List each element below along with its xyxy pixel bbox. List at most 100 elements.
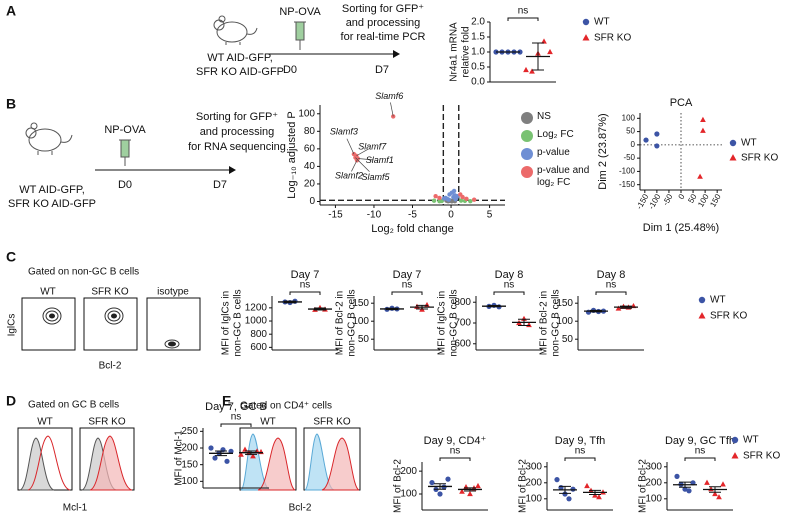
data-point: [468, 199, 473, 204]
column-label: isotype: [157, 287, 189, 298]
y-axis-label: MFI of Mcl-1: [174, 430, 185, 486]
legend-label: p-value: [537, 147, 570, 158]
legend-marker: [521, 148, 533, 160]
y-tick-label: 100: [645, 493, 662, 504]
flow-plot: [21, 297, 76, 351]
legend-label: Log₂ FC: [537, 129, 574, 140]
histogram-plot: [239, 427, 297, 491]
chart-title: Day 8: [597, 269, 626, 281]
histogram-plot: [17, 427, 73, 491]
x-tick-label: 150: [708, 192, 723, 209]
y-axis-label: non-GC B cells: [233, 289, 244, 356]
panel-label: D: [6, 393, 16, 409]
data-point: [475, 482, 481, 489]
legend-marker: [521, 130, 533, 142]
syringe-icon: [294, 21, 306, 50]
y-tick-label: 1200: [245, 302, 268, 313]
timeline-arrow: [95, 166, 236, 174]
data-point: [720, 481, 726, 487]
data-point: [704, 479, 710, 485]
data-point: [547, 48, 553, 55]
error-bar: [488, 305, 500, 308]
y-tick-label: 300: [645, 461, 662, 472]
error-bar: [590, 309, 602, 313]
significance-bracket: [564, 457, 596, 461]
flow-plot: [146, 297, 201, 351]
y-tick-label: 800: [250, 329, 267, 340]
column-label: WT: [40, 287, 56, 298]
chart-title: Day 8: [495, 269, 524, 281]
chart-title: Day 7: [393, 269, 422, 281]
y-axis-label: non-GC B cells: [551, 289, 562, 356]
day-label: D0: [283, 64, 297, 76]
y-tick-label: 100: [622, 113, 636, 122]
y-tick-label: 100: [352, 316, 369, 327]
y-tick-label: 0.0: [471, 77, 485, 88]
y-tick-label: 600: [454, 338, 471, 349]
y-axis-label: relative fold: [461, 26, 472, 77]
legend-label: WT: [710, 295, 726, 306]
legend-label: WT: [594, 17, 610, 28]
data-point: [596, 494, 602, 500]
data-point: [451, 188, 457, 194]
y-tick-label: 1.5: [471, 32, 485, 43]
legend-marker: [729, 154, 737, 161]
y-tick-label: 150: [181, 459, 198, 470]
mouse-label: SFR KO AID-GFP: [196, 66, 284, 78]
significance-bracket: [507, 17, 539, 21]
significance-label: ns: [606, 280, 617, 291]
y-axis-label: MFI of Bcl-2: [638, 459, 649, 513]
syringe-icon: [119, 139, 131, 166]
significance-bracket: [220, 423, 252, 427]
chart-title: PCA: [670, 97, 693, 109]
y-axis-label: Nr4a1 mRNA: [449, 22, 460, 82]
label-leader: [390, 102, 394, 117]
y-axis-label: MFI of Bcl-2 in: [335, 291, 346, 355]
y-tick-label: 100: [298, 108, 315, 119]
y-axis-label: MFI of Bcl-2: [393, 459, 404, 513]
legend-marker: [521, 166, 533, 178]
error-bar: [620, 305, 632, 309]
y-tick-label: -100: [619, 167, 636, 176]
y-axis-label: non-GC B cells: [449, 289, 460, 356]
data-point: [414, 303, 420, 309]
gate-label: Gated on GC B cells: [28, 400, 119, 411]
data-point: [458, 192, 463, 197]
y-tick-label: 100: [525, 493, 542, 504]
data-point: [433, 194, 438, 199]
label-leader: [356, 149, 368, 157]
error-bar: [559, 485, 571, 494]
y-tick-label: 20: [304, 179, 316, 190]
column-label: WT: [37, 417, 53, 428]
y-tick-label: 40: [304, 161, 316, 172]
error-bar: [518, 318, 530, 326]
data-point: [458, 198, 464, 203]
column-label: SFR KO: [313, 417, 350, 428]
data-point: [471, 197, 477, 202]
y-axis-label: MFI of IglCs in: [437, 291, 448, 355]
legend-box: Log₂ FC: [537, 129, 574, 140]
y-tick-label: 200: [525, 477, 542, 488]
significance-label: ns: [231, 412, 242, 423]
y-axis-label: Dim 2 (23.87%): [597, 113, 609, 189]
data-point: [446, 197, 451, 202]
legend-label: SFR KO: [594, 33, 631, 44]
data-point: [541, 38, 547, 44]
panel-label: A: [6, 3, 16, 19]
data-point: [238, 451, 244, 457]
legend-marker: [698, 296, 706, 304]
x-tick-label: -5: [408, 210, 417, 221]
data-point: [592, 492, 598, 498]
y-tick-label: 100: [556, 316, 573, 327]
y-axis-label: MFI of Bcl-2 in: [539, 291, 550, 355]
y-tick-label: 100: [400, 489, 417, 500]
day-label: D0: [118, 179, 132, 191]
data-point: [700, 127, 706, 133]
x-tick-label: 0: [448, 210, 454, 221]
data-point: [224, 458, 230, 464]
y-tick-label: 200: [181, 443, 198, 454]
y-tick-label: 50: [626, 127, 635, 136]
panel-label: C: [6, 249, 16, 265]
chart-title: Day 9, GC Tfh: [665, 435, 735, 447]
